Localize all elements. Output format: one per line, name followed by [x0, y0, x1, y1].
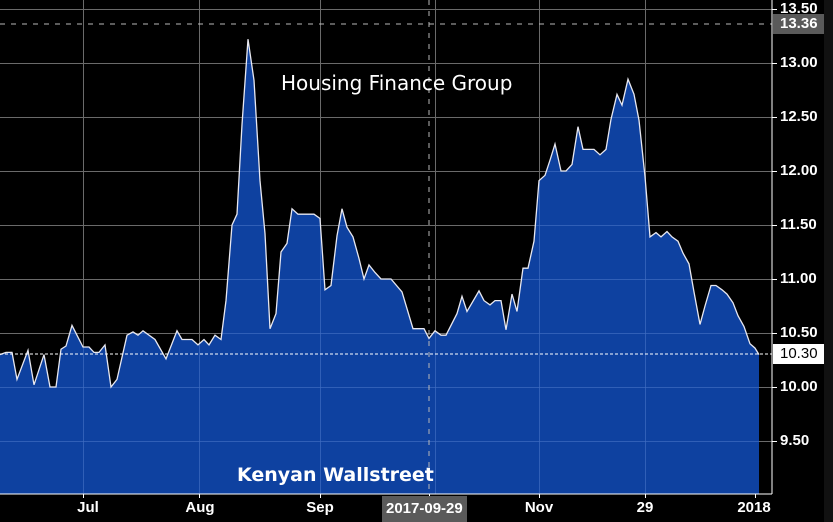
x-tick-label: 29 — [636, 499, 654, 516]
y-tick-label: 12.00 — [780, 162, 818, 179]
y-tick-label: 10.50 — [780, 324, 818, 341]
y-tick-label: 13.00 — [780, 54, 818, 71]
x-tick-label: Jul — [77, 499, 99, 516]
x-tick-label: 2018 — [737, 499, 771, 516]
chart-title: Housing Finance Group — [281, 71, 513, 95]
y-tick-label: 12.50 — [780, 108, 818, 125]
y-tick-label: 11.50 — [780, 216, 817, 233]
price-line — [0, 39, 760, 389]
x-tick-label: Sep — [306, 499, 334, 516]
crosshair-y-badge: 13.36 — [773, 14, 833, 34]
x-tick-label: Aug — [185, 499, 215, 516]
y-tick-label: 9.50 — [780, 432, 810, 449]
y-tick-label: 13.50 — [780, 0, 818, 17]
watermark: Kenyan Wallstreet — [237, 464, 434, 486]
x-tick-label: Nov — [524, 499, 554, 516]
y-axis-tick-marks — [772, 9, 777, 442]
crosshair-x-badge: 2017-09-29 — [382, 496, 467, 522]
y-tick-label: 10.00 — [780, 378, 818, 395]
last-price-badge: 10.30 — [773, 344, 833, 364]
right-edge-strip — [824, 0, 833, 522]
price-area — [0, 39, 759, 494]
y-tick-label: 11.00 — [780, 270, 817, 287]
